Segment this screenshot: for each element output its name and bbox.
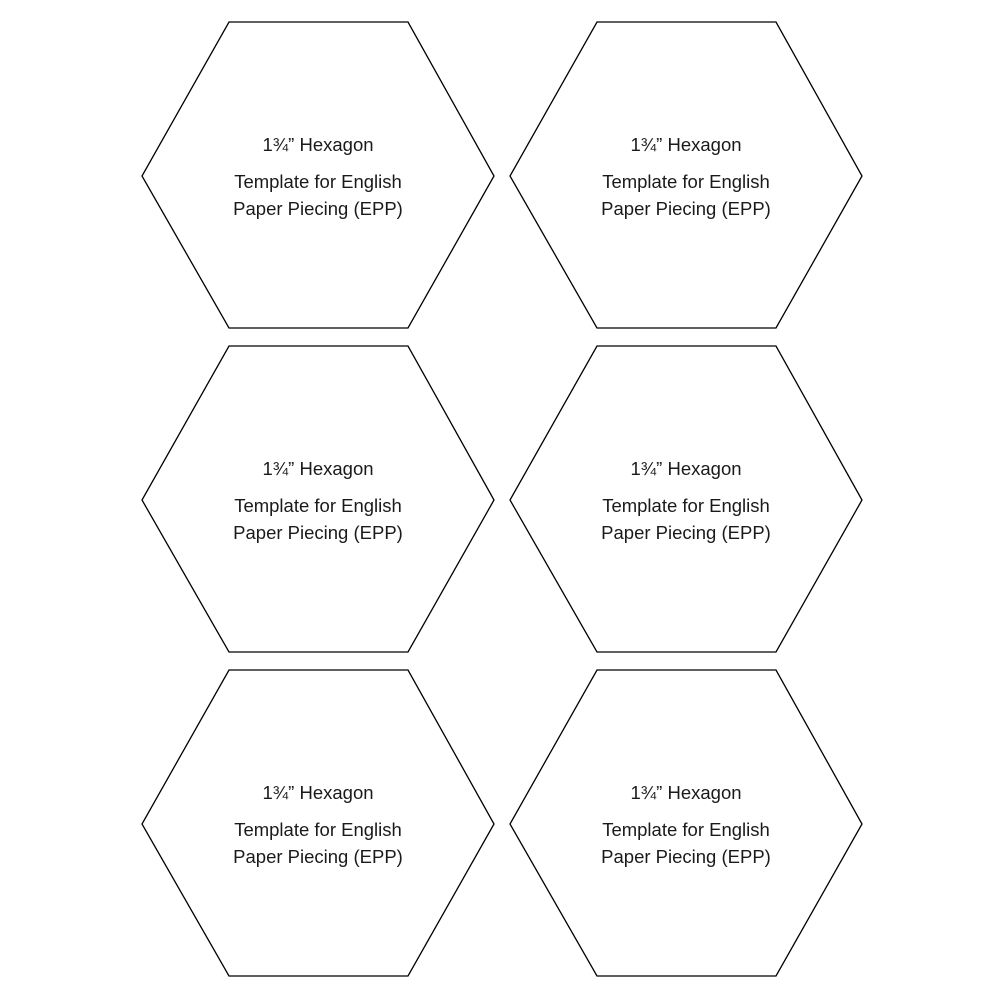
template-description-line-2: Paper Piecing (EPP) [233, 846, 403, 867]
template-description-line-1: Template for English [602, 495, 770, 516]
template-description-line-2: Paper Piecing (EPP) [233, 198, 403, 219]
hexagon-label: 1¾” Hexagon Template for English Paper Pie… [536, 779, 836, 870]
hexagon-title: 1¾” Hexagon [262, 458, 374, 479]
hexagon-title: 1¾” Hexagon [630, 134, 742, 155]
template-description-line-1: Template for English [234, 171, 402, 192]
template-description-line-2: Paper Piecing (EPP) [233, 522, 403, 543]
hexagon-outline [509, 345, 863, 653]
template-description-line-1: Template for English [234, 495, 402, 516]
hexagon-title: 1¾” Hexagon [262, 134, 374, 155]
template-description-line-1: Template for English [602, 819, 770, 840]
hexagon-title: 1¾” Hexagon [630, 458, 742, 479]
template-description-line-2: Paper Piecing (EPP) [601, 846, 771, 867]
hexagon-outline [141, 669, 495, 977]
hexagon-outline [509, 21, 863, 329]
hexagon-label: 1¾” Hexagon Template for English Paper Pie… [168, 455, 468, 546]
hexagon-label: 1¾” Hexagon Template for English Paper Pie… [536, 131, 836, 222]
template-description-line-2: Paper Piecing (EPP) [601, 198, 771, 219]
template-description-line-2: Paper Piecing (EPP) [601, 522, 771, 543]
hexagon-label: 1¾” Hexagon Template for English Paper Pie… [168, 779, 468, 870]
hexagon-outline [141, 345, 495, 653]
hexagon-outline [141, 21, 495, 329]
hexagon-title: 1¾” Hexagon [630, 782, 742, 803]
template-description-line-1: Template for English [602, 171, 770, 192]
hexagon-label: 1¾” Hexagon Template for English Paper Pie… [536, 455, 836, 546]
hexagon-outline [509, 669, 863, 977]
hexagon-title: 1¾” Hexagon [262, 782, 374, 803]
template-description-line-1: Template for English [234, 819, 402, 840]
hexagon-label: 1¾” Hexagon Template for English Paper Pie… [168, 131, 468, 222]
